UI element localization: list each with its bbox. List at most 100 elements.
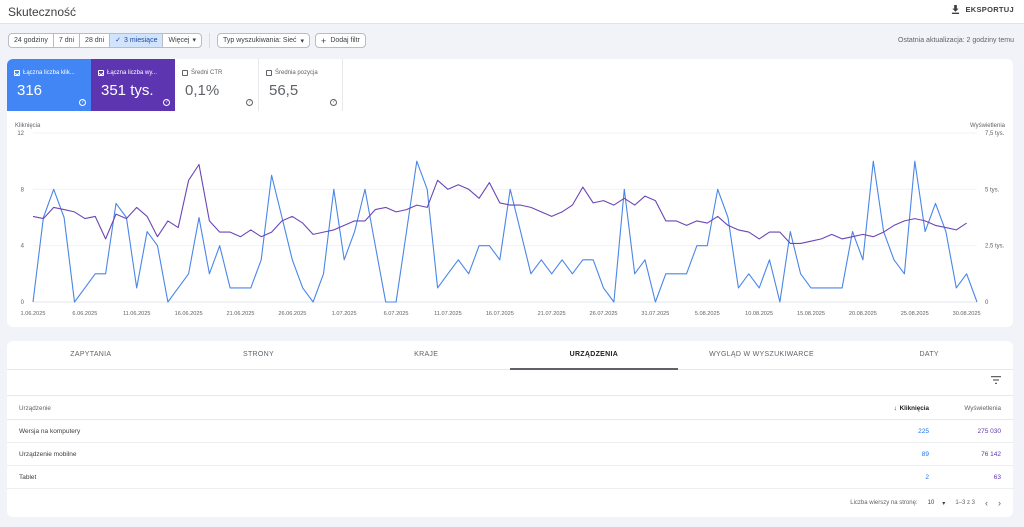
x-tick-label: 20.08.2025 (849, 311, 877, 317)
rows-per-page-select[interactable]: 10 ▾ (928, 500, 946, 507)
x-tick-label: 1.07.2025 (332, 311, 357, 317)
rows-per-page-label: Liczba wierszy na stronę: (850, 500, 918, 506)
dropdown-arrow-icon: ▾ (192, 37, 196, 44)
sort-down-icon: ↓ (893, 405, 897, 412)
range-3m[interactable]: ✓ 3 miesiące (110, 34, 164, 47)
device-impressions: 275 030 (977, 428, 1002, 435)
y-tick-right: 5 tys. (985, 187, 1000, 193)
metric-impressions[interactable]: Łączna liczba wy... 351 tys. ? (91, 59, 175, 111)
pagination: Liczba wierszy na stronę: 10 ▾ 1–3 z 3 ‹… (850, 498, 1001, 508)
x-tick-label: 21.07.2025 (538, 311, 566, 317)
right-axis-title: Wyświetlenia (970, 123, 1006, 129)
details-card: ZAPYTANIA STRONY KRAJE URZĄDZENIA WYGLĄD… (7, 341, 1013, 517)
export-label: EKSPORTUJ (965, 5, 1014, 14)
filter-icon[interactable] (991, 376, 1001, 384)
dropdown-arrow-icon: ▾ (300, 37, 305, 45)
tab-bar: ZAPYTANIA STRONY KRAJE URZĄDZENIA WYGLĄD… (7, 341, 1013, 370)
x-tick-label: 16.07.2025 (486, 311, 514, 317)
range-28d[interactable]: 28 dni (80, 34, 111, 47)
x-tick-label: 6.06.2025 (72, 311, 97, 317)
col-clicks-label: Kliknięcia (899, 405, 929, 412)
col-impressions[interactable]: Wyświetlenia (964, 405, 1001, 412)
table-row[interactable]: Urządzenie mobilne 89 76 142 (7, 443, 1013, 466)
prev-page-icon[interactable]: ‹ (985, 498, 988, 508)
search-type-filter[interactable]: Typ wyszukiwania: Sieć ▾ (217, 33, 311, 48)
device-name: Wersja na komputery (19, 428, 81, 435)
metric-impressions-value: 351 tys. (101, 82, 154, 99)
impressions-series-line (32, 163, 967, 244)
checkbox-icon[interactable] (98, 70, 104, 76)
metric-clicks-label: Łączna liczba klik... (23, 70, 75, 76)
device-name: Tablet (19, 474, 37, 481)
performance-card: Łączna liczba klik... 316 ? Łączna liczb… (7, 59, 1013, 327)
table-header: Urządzenie ↓ Kliknięcia Wyświetlenia (7, 395, 1013, 420)
metric-ctr-value: 0,1% (185, 82, 220, 99)
x-tick-label: 31.07.2025 (641, 311, 669, 317)
y-tick-right: 0 (985, 300, 989, 306)
x-tick-label: 26.06.2025 (278, 311, 306, 317)
tab-dates[interactable]: DATY (919, 351, 939, 358)
device-clicks: 2 (925, 474, 929, 481)
download-icon (952, 5, 960, 14)
x-tick-label: 10.08.2025 (745, 311, 773, 317)
metric-clicks[interactable]: Łączna liczba klik... 316 ? (7, 59, 91, 111)
x-tick-label: 16.06.2025 (175, 311, 203, 317)
device-impressions: 76 142 (981, 451, 1001, 458)
tab-queries[interactable]: ZAPYTANIA (70, 351, 112, 358)
metric-clicks-value: 316 (17, 82, 43, 99)
tab-countries[interactable]: KRAJE (414, 351, 439, 358)
x-tick-label: 15.08.2025 (797, 311, 825, 317)
filter-bar: 24 godziny 7 dni 28 dni ✓ 3 miesiące Wię… (8, 33, 371, 48)
left-axis-title: Kliknięcia (15, 123, 41, 129)
help-icon[interactable]: ? (163, 99, 170, 106)
col-device[interactable]: Urządzenie (19, 405, 51, 412)
metric-ctr[interactable]: Średni CTR 0,1% ? (175, 59, 259, 111)
table-row[interactable]: Tablet 2 63 (7, 466, 1013, 489)
range-7d[interactable]: 7 dni (54, 34, 81, 47)
page-title: Skuteczność (8, 5, 77, 19)
last-update-text: Ostatnia aktualizacja: 2 godziny temu (898, 37, 1014, 44)
checkbox-icon[interactable] (14, 70, 20, 76)
help-icon[interactable]: ? (79, 99, 86, 106)
tab-search-appearance[interactable]: WYGLĄD W WYSZUKIWARCE (709, 351, 814, 358)
top-bar: Skuteczność EKSPORTUJ (0, 0, 1024, 24)
y-tick-right: 7,5 tys. (985, 131, 1005, 137)
tab-devices[interactable]: URZĄDZENIA (510, 341, 678, 370)
x-tick-label: 5.08.2025 (695, 311, 720, 317)
x-tick-label: 30.08.2025 (953, 311, 981, 317)
search-type-label: Typ wyszukiwania: Sieć (223, 37, 297, 44)
help-icon[interactable]: ? (246, 99, 253, 106)
checkbox-icon[interactable] (182, 70, 188, 76)
divider (209, 33, 210, 48)
x-tick-label: 26.07.2025 (590, 311, 618, 317)
add-filter-button[interactable]: + Dodaj filtr (315, 33, 366, 48)
device-clicks: 89 (921, 451, 929, 458)
device-impressions: 63 (993, 474, 1001, 481)
y-tick-left: 12 (17, 131, 24, 137)
device-name: Urządzenie mobilne (19, 451, 77, 458)
range-24h[interactable]: 24 godziny (9, 34, 54, 47)
metric-position[interactable]: Średnia pozycja 56,5 ? (259, 59, 343, 111)
y-tick-left: 8 (21, 187, 25, 193)
metric-ctr-label: Średni CTR (191, 70, 223, 76)
help-icon[interactable]: ? (330, 99, 337, 106)
y-tick-left: 4 (21, 244, 25, 250)
checkbox-icon[interactable] (266, 70, 272, 76)
clicks-series-line (32, 160, 978, 303)
tab-pages[interactable]: STRONY (243, 351, 274, 358)
range-3m-label: 3 miesiące (124, 37, 158, 44)
col-clicks[interactable]: ↓ Kliknięcia (893, 405, 929, 412)
check-icon: ✓ (115, 37, 121, 44)
page-range: 1–3 z 3 (955, 500, 975, 506)
x-tick-label: 21.06.2025 (226, 311, 254, 317)
export-button[interactable]: EKSPORTUJ (951, 5, 1014, 14)
y-tick-right: 2,5 tys. (985, 244, 1005, 250)
range-more[interactable]: Więcej ▾ (163, 34, 201, 47)
table-row[interactable]: Wersja na komputery 225 275 030 (7, 420, 1013, 443)
date-range-selector: 24 godziny 7 dni 28 dni ✓ 3 miesiące Wię… (8, 33, 202, 48)
x-tick-label: 6.07.2025 (384, 311, 409, 317)
range-more-label: Więcej (168, 37, 190, 44)
dropdown-arrow-icon: ▾ (942, 500, 946, 507)
y-tick-left: 0 (21, 300, 25, 306)
next-page-icon[interactable]: › (998, 498, 1001, 508)
